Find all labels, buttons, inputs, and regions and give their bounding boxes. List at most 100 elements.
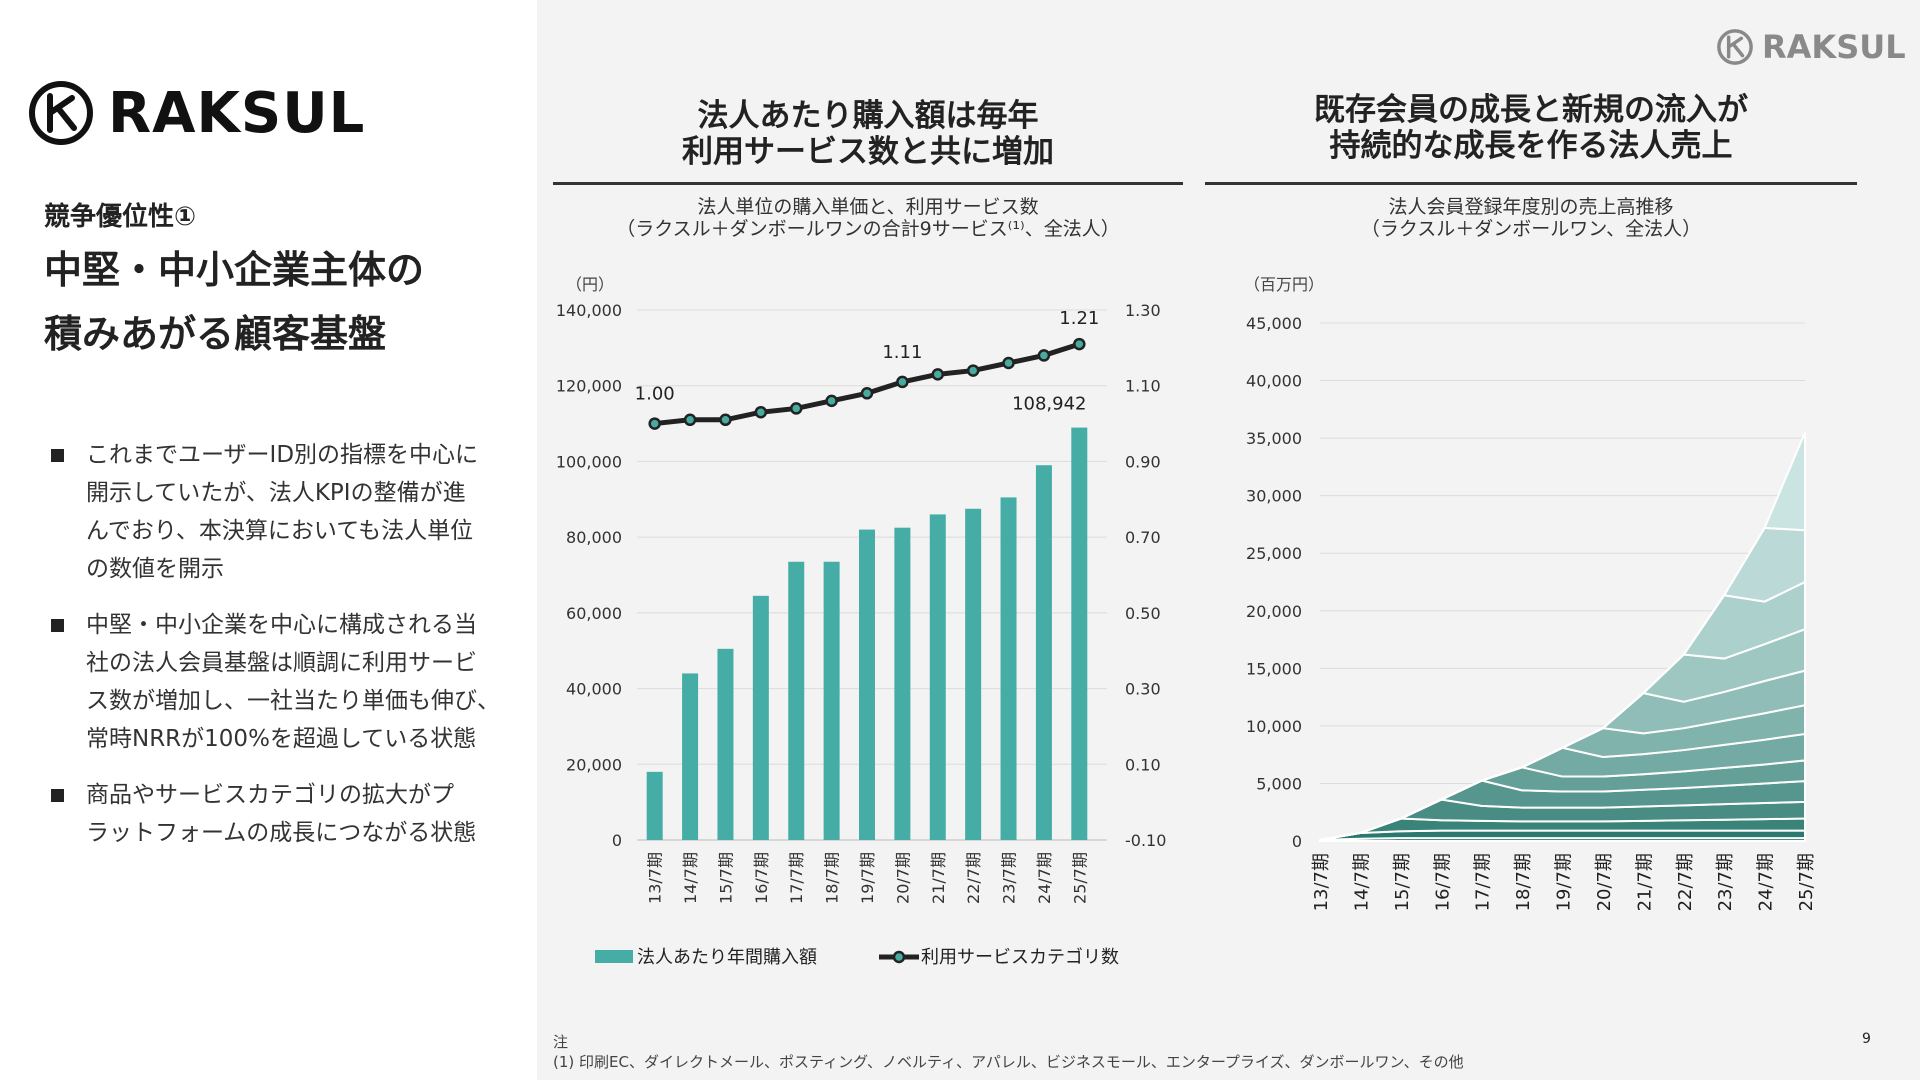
x-tick: 24/7期 bbox=[1035, 852, 1054, 904]
raksul-corner-wordmark: RAKSUL bbox=[1762, 28, 1906, 66]
bullet-text-line: 社の法人会員基盤は順調に利用サービ bbox=[86, 650, 477, 676]
bar-22/7期 bbox=[965, 508, 982, 840]
line-point-13/7期 bbox=[648, 417, 661, 430]
line-point-23/7期 bbox=[1002, 356, 1015, 370]
legend-line-marker bbox=[892, 950, 906, 964]
x-tick: 15/7期 bbox=[716, 852, 735, 904]
raksul-wordmark: RAKSUL bbox=[108, 80, 366, 146]
footnote-text: (1) 印刷EC、ダイレクトメール、ポスティング、ノベルティ、アパレル、ビジネス… bbox=[553, 1053, 1464, 1071]
y-tick: 40,000 bbox=[1246, 372, 1302, 391]
stacked-area-chart: 45,000 40,000 35,000 30,000 25,000 20,000 15,0… bbox=[1246, 314, 1817, 911]
x-tick: 22/7期 bbox=[964, 852, 983, 904]
area-cohort-25/7期 bbox=[1319, 431, 1806, 841]
bullet-text-line: ス数が増加し、一社当たり単価も伸び、 bbox=[86, 688, 500, 714]
y-tick-left: 20,000 bbox=[566, 755, 622, 774]
bullet-square-icon bbox=[51, 449, 64, 462]
raksul-mark-icon bbox=[29, 81, 93, 145]
x-tick: 13/7期 bbox=[646, 852, 665, 904]
bullet-item: これまでユーザーID別の指標を中心に 開示していたが、法人KPIの整備が進 んで… bbox=[48, 436, 518, 588]
x-tick: 14/7期 bbox=[1351, 853, 1372, 911]
right-panel-subtitle: 法人会員登録年度別の売上高推移 （ラクスル＋ダンボールワン、全法人） bbox=[1205, 196, 1857, 240]
bar-25/7期 bbox=[1071, 427, 1088, 840]
y-tick: 15,000 bbox=[1246, 659, 1302, 678]
line-point-16/7期 bbox=[754, 405, 768, 419]
x-tick: 25/7期 bbox=[1070, 852, 1089, 904]
x-tick: 23/7期 bbox=[1000, 852, 1019, 904]
bullet-text-line: 開示していたが、法人KPIの整備が進 bbox=[86, 480, 466, 506]
y-tick: 0 bbox=[1292, 832, 1302, 851]
x-tick: 19/7期 bbox=[1554, 853, 1575, 911]
raksul-corner-logo: RAKSUL bbox=[1716, 28, 1906, 66]
bar-19/7期 bbox=[859, 529, 875, 840]
y-tick: 5,000 bbox=[1256, 774, 1302, 793]
line-point-24/7期 bbox=[1037, 349, 1051, 362]
y-tick-right: 0.90 bbox=[1125, 452, 1161, 471]
bar-13/7期 bbox=[646, 771, 663, 840]
bullet-text-line: の数値を開示 bbox=[86, 556, 224, 582]
left-panel-title-line: 利用サービス数と共に増加 bbox=[682, 134, 1054, 170]
x-tick: 20/7期 bbox=[893, 852, 912, 904]
x-tick: 21/7期 bbox=[929, 852, 948, 904]
bullet-text-line: 中堅・中小企業を中心に構成される当 bbox=[86, 612, 477, 638]
y-tick: 10,000 bbox=[1246, 717, 1302, 736]
section-headline: 中堅・中小企業主体の 積みあがる顧客基盤 bbox=[44, 238, 424, 366]
left-panel-subtitle: 法人単位の購入単価と、利用サービス数 （ラクスル＋ダンボールワンの合計9サービス… bbox=[553, 196, 1183, 240]
x-tick: 14/7期 bbox=[681, 852, 700, 904]
x-tick: 23/7期 bbox=[1715, 853, 1736, 911]
footnote-label: 注 bbox=[553, 1033, 569, 1051]
bar-24/7期 bbox=[1035, 465, 1052, 840]
bullet-square-icon bbox=[51, 619, 64, 632]
y-tick: 20,000 bbox=[1246, 602, 1302, 621]
y-tick-left: 100,000 bbox=[556, 452, 622, 471]
line-point-14/7期 bbox=[683, 413, 697, 427]
data-label: 1.11 bbox=[882, 342, 922, 363]
bullet-text-line: 常時NRRが100%を超過している状態 bbox=[86, 726, 477, 752]
bar-17/7期 bbox=[788, 561, 805, 840]
raksul-mark-icon bbox=[1717, 29, 1753, 65]
right-panel-subtitle-line: （ラクスル＋ダンボールワン、全法人） bbox=[1360, 218, 1702, 240]
bullet-text-line: ラットフォームの成長につながる状態 bbox=[86, 820, 477, 846]
right-panel-title-line: 持続的な成長を作る法人売上 bbox=[1329, 128, 1733, 164]
y-tick: 45,000 bbox=[1246, 314, 1302, 333]
left-panel-title: 法人あたり購入額は毎年 利用サービス数と共に増加 bbox=[553, 98, 1183, 170]
footnote: 注 (1) 印刷EC、ダイレクトメール、ポスティング、ノベルティ、アパレル、ビジ… bbox=[553, 1032, 1464, 1072]
x-tick: 19/7期 bbox=[858, 852, 877, 904]
x-tick: 17/7期 bbox=[787, 852, 806, 904]
right-panel-rule bbox=[1205, 182, 1857, 185]
y-tick-right: 0.70 bbox=[1125, 528, 1161, 547]
legend-bar-label: 法人あたり年間購入額 bbox=[637, 947, 817, 968]
line-point-18/7期 bbox=[825, 394, 838, 408]
x-tick: 18/7期 bbox=[1513, 853, 1534, 911]
line-point-17/7期 bbox=[789, 402, 803, 415]
bullet-text-line: んでおり、本決算においても法人単位 bbox=[86, 518, 474, 544]
right-chart-unit: （百万円） bbox=[1244, 275, 1325, 294]
x-tick: 13/7期 bbox=[1311, 853, 1332, 911]
bar-21/7期 bbox=[929, 514, 946, 840]
line-point-15/7期 bbox=[719, 413, 732, 427]
y-tick-left: 120,000 bbox=[556, 377, 622, 396]
x-tick: 18/7期 bbox=[823, 852, 842, 904]
y-tick-right: 1.10 bbox=[1125, 377, 1161, 396]
y-tick-left: 80,000 bbox=[566, 528, 622, 547]
y-tick: 35,000 bbox=[1246, 429, 1302, 448]
x-tick: 21/7期 bbox=[1634, 853, 1655, 911]
bullet-square-icon bbox=[51, 789, 64, 802]
left-panel-title-line: 法人あたり購入額は毎年 bbox=[697, 98, 1039, 134]
y-tick-left: 140,000 bbox=[556, 301, 622, 320]
bar-16/7期 bbox=[752, 595, 769, 840]
x-tick: 16/7期 bbox=[752, 852, 771, 904]
bar-14/7期 bbox=[682, 673, 699, 840]
bar-23/7期 bbox=[1000, 497, 1017, 840]
data-label: 108,942 bbox=[1012, 394, 1086, 415]
x-tick: 25/7期 bbox=[1796, 853, 1817, 911]
raksul-logo: RAKSUL bbox=[28, 80, 365, 146]
bullet-item: 中堅・中小企業を中心に構成される当 社の法人会員基盤は順調に利用サービ ス数が増… bbox=[48, 606, 518, 758]
legend-line-label: 利用サービスカテゴリ数 bbox=[921, 947, 1119, 968]
bullet-text-line: 商品やサービスカテゴリの拡大がプ bbox=[86, 782, 454, 808]
y-tick-right: 0.30 bbox=[1125, 680, 1161, 699]
bar-18/7期 bbox=[823, 561, 840, 840]
x-tick: 24/7期 bbox=[1756, 853, 1777, 911]
right-panel-subtitle-line: 法人会員登録年度別の売上高推移 bbox=[1388, 196, 1674, 218]
right-panel-title: 既存会員の成長と新規の流入が 持続的な成長を作る法人売上 bbox=[1205, 92, 1857, 164]
left-panel-rule bbox=[553, 182, 1183, 185]
